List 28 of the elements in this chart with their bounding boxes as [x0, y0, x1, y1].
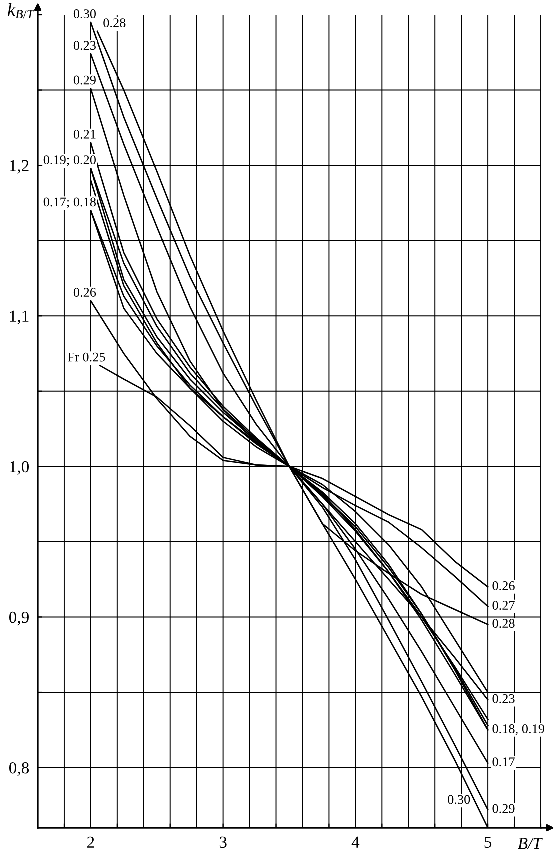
annotation: 0.19; 0.20 — [44, 156, 96, 166]
annotation: 0.17; 0.18 — [44, 198, 96, 209]
y-tick-label: 1,0 — [10, 461, 30, 476]
annotation: 0.28 — [492, 619, 515, 628]
annotation: 0.29 — [74, 76, 96, 85]
y-tick-label: 1,2 — [10, 160, 29, 174]
annotation: 0.27 — [492, 601, 515, 610]
x-tick-label: 2 — [88, 836, 94, 848]
annotation: 0.28 — [104, 18, 126, 28]
annotation: 0.21 — [74, 130, 96, 139]
annotation: 0.29 — [492, 804, 515, 814]
y-axis-title: k$_{B/T}$ — [8, 3, 35, 19]
y-tick-label: 1,1 — [10, 310, 29, 324]
x-tick-label: 4 — [352, 836, 360, 848]
annotation: 0.26 — [74, 288, 96, 298]
annotation: 0.17 — [492, 758, 515, 767]
x-tick-label: 5 — [484, 836, 492, 848]
annotation: Fr 0.25 — [68, 352, 106, 362]
annotation: 0.30 — [448, 795, 470, 804]
x-axis-title: B/T — [518, 838, 543, 850]
annotation: 0.23 — [492, 694, 515, 704]
y-tick-label: 0,8 — [9, 762, 30, 776]
annotation: 0.18, 0.19 — [492, 724, 544, 736]
annotation: 0.23 — [74, 41, 96, 50]
annotation: 0.26 — [492, 582, 515, 590]
annotation: 0.30 — [74, 10, 96, 19]
x-tick-label: 3 — [220, 836, 227, 848]
y-tick-label: 0,9 — [9, 612, 29, 626]
